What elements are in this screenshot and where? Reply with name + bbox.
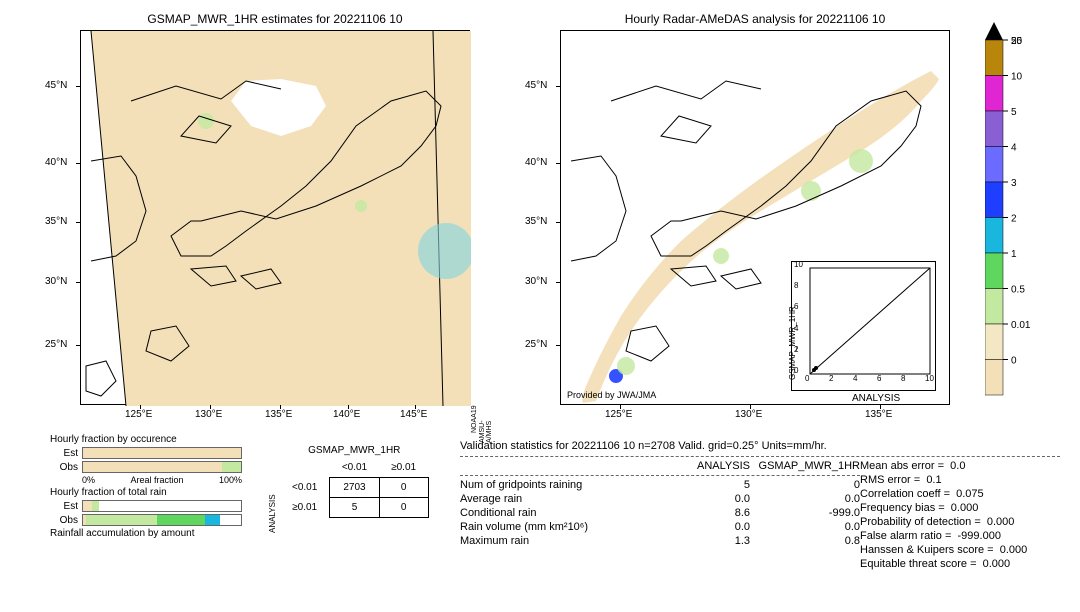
score-row: Probability of detection = 0.000 xyxy=(860,515,1060,529)
stats-title: Validation statistics for 20221106 10 n=… xyxy=(460,440,1060,452)
cont-11: 0 xyxy=(379,498,428,518)
axis-0: 0% xyxy=(82,475,95,485)
lat-tick: 25°N xyxy=(45,339,67,350)
colorbar: 502510543210.50.010 xyxy=(985,30,1003,405)
acc-title: Rainfall accumulation by amount xyxy=(50,528,250,539)
stats-h1: ANALYSIS xyxy=(660,460,750,472)
inset-scatter: ANALYSIS GSMAP_MWR_1HR xyxy=(791,261,936,391)
svg-text:0.01: 0.01 xyxy=(1011,320,1031,331)
lat-tick: 30°N xyxy=(45,276,67,287)
provider-label: Provided by JWA/JMA xyxy=(567,390,656,400)
cont-lt: <0.01 xyxy=(330,458,379,478)
score-row: False alarm ratio = -999.000 xyxy=(860,529,1060,543)
axis-100: 100% xyxy=(219,475,242,485)
lat-tick: 45°N xyxy=(525,80,547,91)
svg-text:5: 5 xyxy=(1011,107,1017,118)
fraction-bars: Hourly fraction by occurence Est Obs 0% … xyxy=(50,432,250,541)
right-map-title: Hourly Radar-AMeDAS analysis for 2022110… xyxy=(560,12,950,26)
axis-mid: Areal fraction xyxy=(130,475,183,485)
stat-row: Maximum rain1.30.8 xyxy=(460,534,860,548)
sat-label-1: NOAA19 xyxy=(471,405,478,433)
est-label-1: Est xyxy=(50,448,78,459)
lon-tick: 145°E xyxy=(400,409,427,420)
score-row: RMS error = 0.1 xyxy=(860,473,1060,487)
cont-product: GSMAP_MWR_1HR xyxy=(280,445,429,456)
stat-row: Rain volume (mm km²10⁶)0.00.0 xyxy=(460,520,860,534)
score-row: Mean abs error = 0.0 xyxy=(860,459,1060,473)
cont-row-lt: <0.01 xyxy=(280,478,330,498)
stat-row: Conditional rain8.6-999.0 xyxy=(460,506,860,520)
svg-text:0: 0 xyxy=(1011,356,1017,367)
tot-title: Hourly fraction of total rain xyxy=(50,487,250,498)
left-map-title: GSMAP_MWR_1HR estimates for 20221106 10 xyxy=(80,12,470,26)
lon-tick: 125°E xyxy=(605,409,632,420)
cont-10: 5 xyxy=(330,498,379,518)
lat-tick: 30°N xyxy=(525,276,547,287)
cont-01: 0 xyxy=(379,478,428,498)
stat-row: Num of gridpoints raining50 xyxy=(460,478,860,492)
obs-label-2: Obs xyxy=(50,515,78,526)
contingency-block: GSMAP_MWR_1HR <0.01≥0.01 <0.0127030 ≥0.0… xyxy=(280,445,429,518)
lon-tick: 135°E xyxy=(265,409,292,420)
lon-tick: 125°E xyxy=(125,409,152,420)
validation-stats: Validation statistics for 20221106 10 n=… xyxy=(460,440,1060,571)
cont-ylabel: ANALYSIS xyxy=(268,494,277,533)
occ-title: Hourly fraction by occurence xyxy=(50,434,250,445)
stat-row: Average rain0.00.0 xyxy=(460,492,860,506)
svg-text:0.5: 0.5 xyxy=(1011,285,1025,296)
svg-text:3: 3 xyxy=(1011,178,1017,189)
lon-tick: 135°E xyxy=(865,409,892,420)
score-row: Hanssen & Kuipers score = 0.000 xyxy=(860,543,1060,557)
obs-label-1: Obs xyxy=(50,462,78,473)
lon-tick: 140°E xyxy=(333,409,360,420)
lat-tick: 45°N xyxy=(45,80,67,91)
right-map-panel: Provided by JWA/JMA ANALYSIS GSMAP_MWR_1… xyxy=(560,30,950,405)
lon-tick: 130°E xyxy=(195,409,222,420)
lat-tick: 40°N xyxy=(45,157,67,168)
contingency-table: <0.01≥0.01 <0.0127030 ≥0.0150 xyxy=(280,458,429,518)
score-row: Equitable threat score = 0.000 xyxy=(860,557,1060,571)
stats-h2: GSMAP_MWR_1HR xyxy=(750,460,860,472)
cont-row-ge: ≥0.01 xyxy=(280,498,330,518)
score-row: Frequency bias = 0.000 xyxy=(860,501,1060,515)
lat-tick: 40°N xyxy=(525,157,547,168)
figure-container: GSMAP_MWR_1HR estimates for 20221106 10 … xyxy=(0,0,1080,612)
svg-text:25: 25 xyxy=(1011,36,1023,47)
cont-00: 2703 xyxy=(330,478,379,498)
svg-text:10: 10 xyxy=(1011,72,1023,83)
lat-tick: 35°N xyxy=(45,216,67,227)
inset-xlabel: ANALYSIS xyxy=(852,393,900,404)
est-label-2: Est xyxy=(50,501,78,512)
left-map-svg xyxy=(81,31,471,406)
left-map-panel: NOAA19 AMSU-A/MHS xyxy=(80,30,470,405)
cont-ge: ≥0.01 xyxy=(379,458,428,478)
svg-text:2: 2 xyxy=(1011,214,1017,225)
lat-tick: 25°N xyxy=(525,339,547,350)
score-row: Correlation coeff = 0.075 xyxy=(860,487,1060,501)
svg-text:1: 1 xyxy=(1011,249,1017,260)
lon-tick: 130°E xyxy=(735,409,762,420)
svg-text:4: 4 xyxy=(1011,143,1017,154)
lat-tick: 35°N xyxy=(525,216,547,227)
